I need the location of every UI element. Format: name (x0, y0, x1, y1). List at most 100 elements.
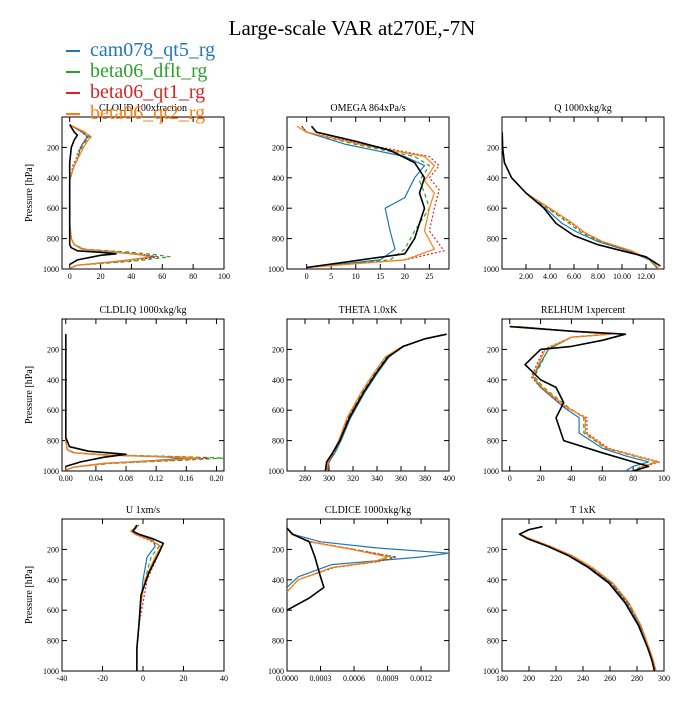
y-tick-label: 1000 (483, 667, 499, 676)
legend-label: beta06_dflt_rg (90, 60, 208, 82)
x-tick-label: 12.00 (637, 272, 655, 281)
series-line (130, 524, 162, 671)
y-tick-label: 200 (272, 345, 284, 354)
chart-panel: CLDLIQ 1000xkg/kg Pressure [hPa] 200 400 600… (24, 305, 225, 483)
series-line (517, 326, 657, 471)
x-tick-label: 300 (658, 674, 670, 683)
panel-title: U 1xm/s (126, 505, 160, 516)
y-tick-label: 1000 (483, 467, 499, 476)
x-tick-label: 0 (68, 272, 72, 281)
series-line (517, 326, 659, 471)
plot-frame (501, 116, 665, 270)
series-line (65, 334, 127, 468)
series-line (502, 132, 660, 269)
series-line (518, 526, 657, 671)
y-tick-label: 800 (487, 235, 499, 244)
x-tick-label: 0.0006 (343, 674, 365, 683)
y-tick-label: 800 (47, 235, 59, 244)
x-tick-label: 0.00 (59, 474, 73, 483)
chart-panel: OMEGA 864xPa/s 200 400 600 800 1000 0 5 10 15 20 25 (268, 103, 450, 281)
legend-swatch (66, 92, 80, 95)
y-tick-label: 200 (487, 345, 499, 354)
y-tick-label: 800 (487, 437, 499, 446)
y-tick-label: 600 (47, 406, 59, 415)
series-line (130, 524, 162, 671)
x-tick-label: 100 (218, 272, 230, 281)
plot-frame (286, 518, 450, 672)
chart-panel: THETA 1.0xK 200 400 600 800 1000 280 300 320 340 3… (268, 305, 455, 483)
x-tick-label: -40 (57, 674, 68, 683)
x-tick-label: 0.0012 (410, 674, 432, 683)
y-axis-label: Pressure [hPa] (24, 566, 35, 624)
series-line (502, 132, 661, 267)
x-tick-label: 40 (567, 474, 575, 483)
x-tick-label: 4.00 (543, 272, 557, 281)
x-tick-label: 20 (537, 474, 545, 483)
legend: cam078_qt5_rg beta06_dflt_rg beta06_qt1_… (66, 40, 215, 124)
y-tick-label: 800 (487, 637, 499, 646)
x-tick-label: 60 (158, 272, 166, 281)
series-line (502, 132, 659, 269)
y-tick-label: 400 (272, 174, 284, 183)
x-tick-label: 0 (305, 272, 309, 281)
series-line (68, 124, 117, 266)
x-tick-label: 280 (631, 674, 643, 683)
x-tick-label: 200 (523, 674, 535, 683)
series-line (301, 125, 445, 269)
x-tick-label: 0 (141, 674, 145, 683)
x-tick-label: 2.00 (519, 272, 533, 281)
series-line (327, 333, 447, 471)
x-tick-label: 20 (97, 272, 105, 281)
series-line (296, 125, 435, 269)
x-tick-label: 0.08 (119, 474, 133, 483)
y-tick-label: 600 (487, 204, 499, 213)
legend-item: beta06_qt1_rg (66, 82, 215, 103)
y-tick-label: 600 (487, 606, 499, 615)
panel-title: THETA 1.0xK (339, 305, 398, 316)
series-line (65, 334, 224, 471)
series-line (65, 334, 210, 471)
x-tick-label: 0.0003 (310, 674, 332, 683)
series-line (327, 333, 447, 471)
x-tick-label: 0.12 (149, 474, 163, 483)
y-tick-label: 400 (47, 576, 59, 585)
chart-panel: RELHUM 1xpercent 200 400 600 800 1000 0 20 40 60 8… (483, 305, 670, 483)
x-tick-label: -20 (97, 674, 108, 683)
panel-title: RELHUM 1xpercent (541, 305, 625, 316)
series-line (502, 132, 660, 269)
y-tick-label: 400 (47, 376, 59, 385)
series-line (301, 125, 426, 269)
y-tick-label: 200 (487, 143, 499, 152)
series-line (306, 125, 426, 269)
y-tick-label: 600 (487, 406, 499, 415)
series-line (326, 333, 447, 471)
series-line (327, 333, 447, 471)
panel-title: OMEGA 864xPa/s (330, 103, 405, 114)
plot-frame (286, 116, 450, 270)
y-tick-label: 1000 (43, 265, 59, 274)
x-tick-label: 25 (425, 272, 433, 281)
x-tick-label: 80 (189, 272, 197, 281)
plot-frame (286, 318, 450, 472)
plot-frame (61, 318, 225, 472)
series-line (518, 525, 656, 671)
x-tick-label: 5 (329, 272, 333, 281)
x-tick-label: 10.00 (613, 272, 631, 281)
series-line (518, 526, 657, 671)
x-tick-label: 20 (401, 272, 409, 281)
x-tick-label: 0.04 (89, 474, 103, 483)
y-tick-label: 600 (272, 406, 284, 415)
y-tick-label: 600 (272, 204, 284, 213)
series-line (324, 333, 447, 471)
series-line (287, 527, 449, 588)
y-tick-label: 200 (47, 143, 59, 152)
series-line (502, 132, 659, 269)
x-tick-label: 40 (127, 272, 135, 281)
y-tick-label: 1000 (268, 467, 284, 476)
y-axis-label: Pressure [hPa] (24, 366, 35, 424)
panel-title: Q 1000xkg/kg (554, 103, 612, 114)
x-tick-label: 380 (419, 474, 431, 483)
